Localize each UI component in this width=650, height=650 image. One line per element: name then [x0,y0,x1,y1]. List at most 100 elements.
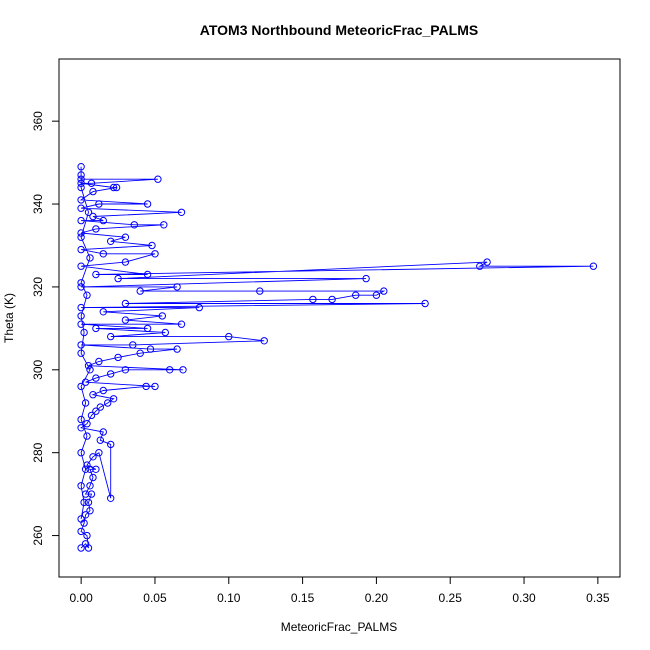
data-point [92,407,100,415]
data-point [77,320,85,328]
data-point [151,382,159,391]
data-point [136,287,144,295]
data-point [77,245,85,254]
data-point [166,366,174,374]
data-point [177,208,186,217]
data-point [96,436,105,444]
data-point [81,399,90,407]
data-point [112,183,121,192]
data-point [77,262,85,270]
y-axis: 260 280 300 320 340 360 [31,111,60,546]
data-point [104,399,112,407]
x-tick-label: 0.10 [217,591,241,605]
data-point [87,411,96,420]
data-point [80,498,88,507]
data-point [77,279,85,287]
data-point [92,374,100,382]
data-point [89,212,97,221]
data-point [77,515,85,523]
x-tick-label: 0.25 [439,591,463,605]
data-point [107,494,115,502]
data-point [99,250,108,258]
data-point [96,403,105,411]
data-series [77,163,598,552]
data-point [352,291,360,299]
x-axis-label: MeteoricFrac_PALMS [281,620,397,634]
data-point [107,237,115,246]
data-point [83,531,91,540]
y-tick-label: 280 [31,442,45,462]
data-point [77,341,85,349]
series-line [79,166,594,549]
data-point [143,200,152,208]
data-point [151,250,159,258]
data-point [195,303,204,312]
data-point [86,507,94,515]
y-tick-label: 300 [31,359,45,379]
data-point [109,183,118,192]
y-tick-label: 360 [31,111,45,131]
data-point [83,432,91,440]
data-point [154,175,162,183]
data-point [81,490,90,498]
data-point [109,395,118,403]
data-point [114,353,122,362]
data-point [146,345,155,353]
data-point [77,175,85,183]
data-point [177,320,186,328]
x-tick-label: 0.20 [365,591,389,605]
data-point [99,428,108,436]
y-axis-label: Theta (K) [2,293,16,343]
data-point [87,179,96,188]
x-tick-label: 0.35 [586,591,610,605]
data-point [95,357,103,366]
data-point [107,332,115,341]
x-tick-label: 0.05 [143,591,167,605]
y-tick-label: 340 [31,194,45,214]
data-point [589,262,598,270]
data-point [77,382,85,391]
x-tick-label: 0.15 [291,591,315,605]
x-tick-label: 0.00 [69,591,93,605]
data-point [136,349,144,357]
data-point [161,328,170,337]
y-tick-label: 260 [31,525,45,545]
data-point [80,328,88,337]
data-point [77,171,85,179]
data-point [143,270,152,279]
data-point [121,258,130,266]
data-point [99,386,108,395]
data-point [362,274,370,283]
data-point [77,163,85,171]
data-point [99,308,108,316]
data-point [89,391,97,399]
data-point [121,366,130,374]
data-point [77,312,85,320]
data-point [107,440,115,449]
data-point [121,233,130,241]
data-point [77,415,85,424]
data-point [107,370,115,378]
data-point [81,511,90,519]
data-point [77,544,85,552]
data-point [142,382,150,391]
data-point [129,341,137,349]
data-point [99,216,108,225]
data-point [83,461,91,469]
data-point [92,225,100,233]
data-point [77,229,85,237]
data-point [256,287,264,295]
data-point [81,465,90,473]
data-point [92,324,100,333]
data-point [83,291,91,299]
x-tick-label: 0.30 [512,591,536,605]
data-point [77,204,85,212]
data-point [95,200,103,208]
data-point [173,283,181,291]
data-point [130,221,139,229]
data-point [83,420,91,428]
data-point [77,527,85,536]
data-point [89,473,97,482]
data-point [77,349,85,357]
